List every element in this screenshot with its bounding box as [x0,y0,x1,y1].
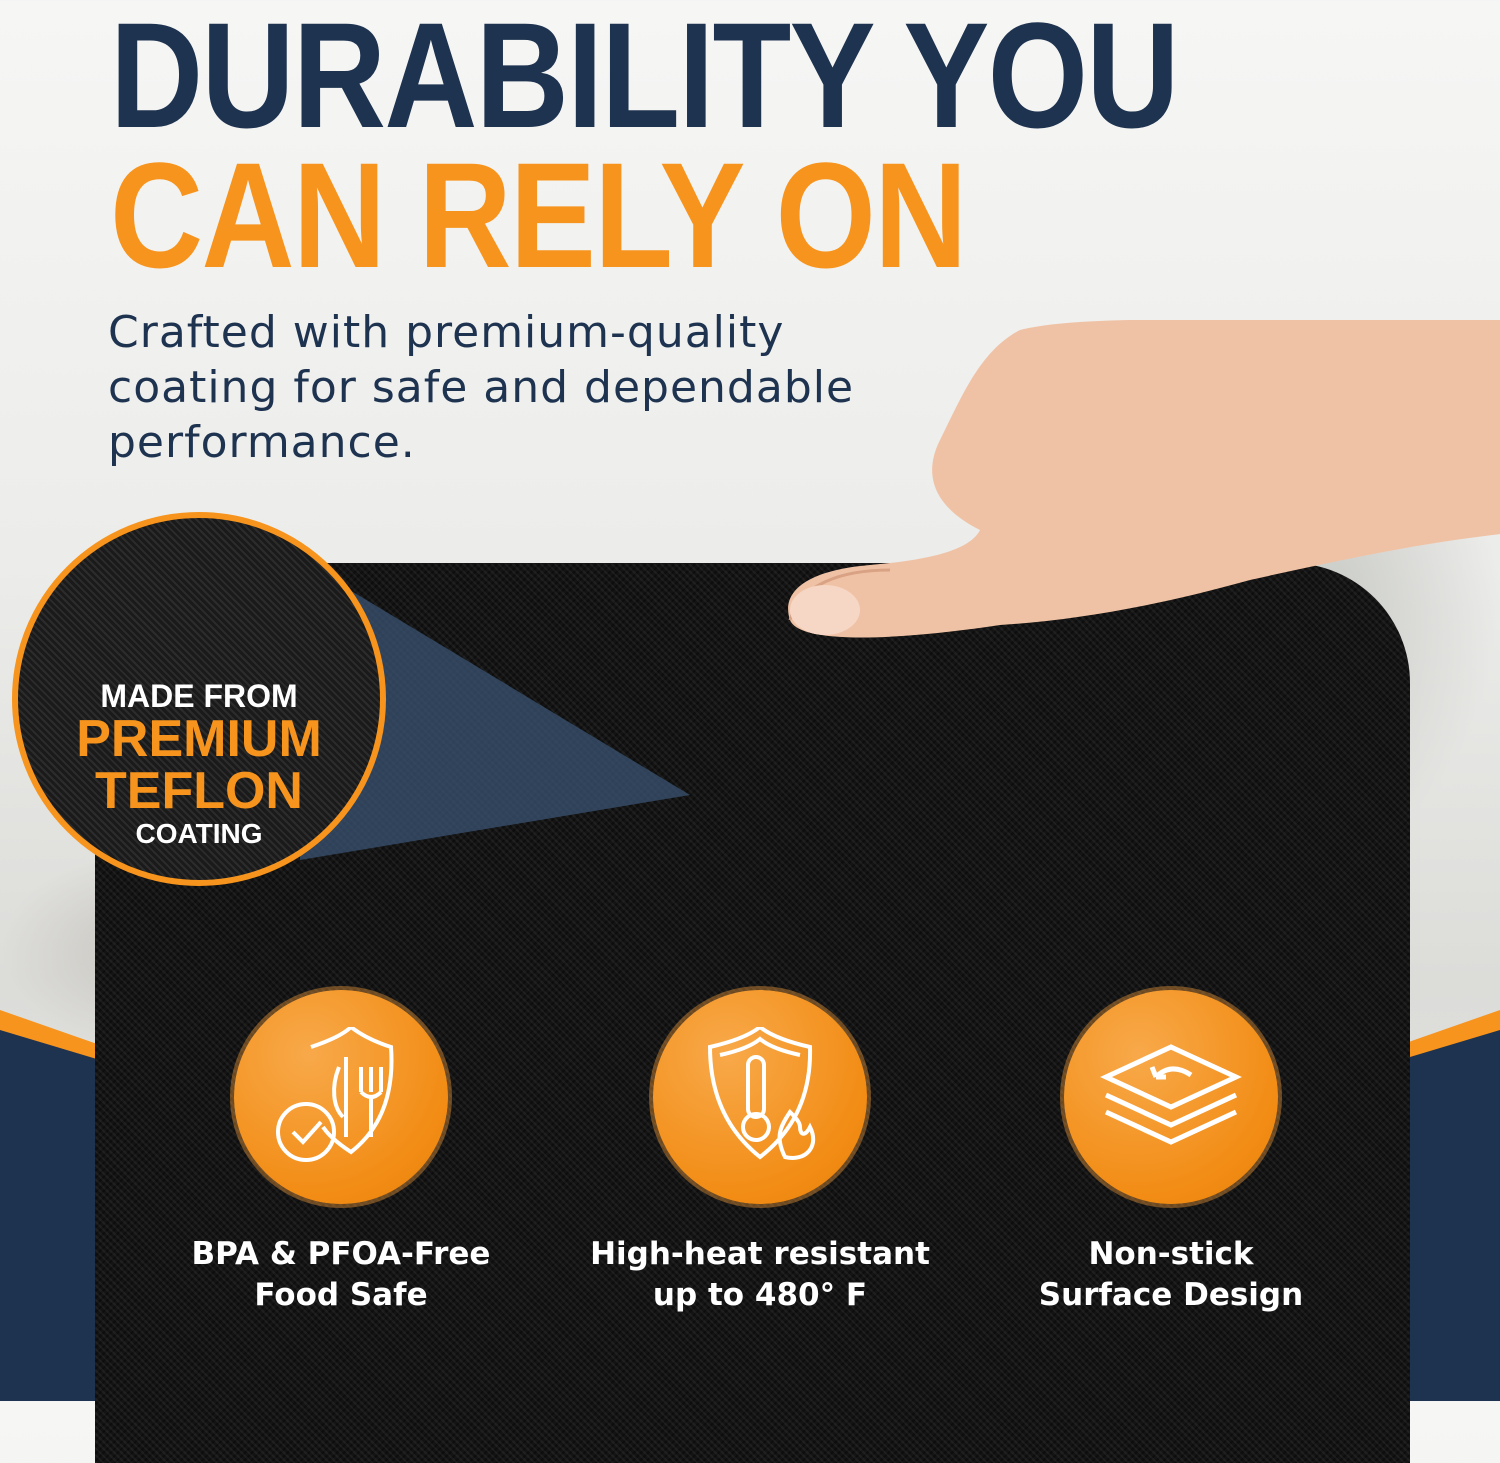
feature-label-line2: Food Safe [254,1277,428,1313]
shield-utensils-check-icon [234,990,448,1204]
badge-line3: TEFLON [95,762,303,820]
badge-line1: MADE FROM [100,678,298,714]
hand-image [788,320,1500,638]
feature-food-safe: BPA & PFOA-Free Food Safe [131,990,551,1316]
stacked-layers-icon [1064,990,1278,1204]
subtitle-line: coating for safe and dependable [108,362,855,413]
magnifier-beam [300,560,690,860]
subtitle-line: performance. [108,417,416,468]
feature-heat-resistant: High-heat resistant up to 480° F [550,990,970,1316]
feature-label: High-heat resistant up to 480° F [550,1234,970,1316]
badge-line4: COATING [135,818,263,849]
feature-non-stick: Non-stick Surface Design [961,990,1381,1316]
subtitle: Crafted with premium-quality coating for… [108,305,854,470]
premium-teflon-badge: MADE FROM PREMIUM TEFLON COATING [12,512,386,886]
badge-line2: PREMIUM [76,710,322,768]
feature-label-line1: High-heat resistant [590,1236,930,1272]
feature-label: Non-stick Surface Design [961,1234,1381,1316]
feature-label: BPA & PFOA-Free Food Safe [131,1234,551,1316]
subtitle-line: Crafted with premium-quality [108,307,785,358]
shield-thermometer-flame-icon [653,990,867,1204]
feature-label-line2: Surface Design [1038,1277,1304,1313]
headline-line1: DURABILITY YOU [110,0,1179,159]
navy-orange-band [0,1010,1500,1401]
feature-label-line1: Non-stick [1088,1236,1254,1272]
headline-line2: CAN RELY ON [110,131,967,299]
feature-label-line1: BPA & PFOA-Free [191,1236,491,1272]
feature-label-line2: up to 480° F [652,1277,868,1313]
